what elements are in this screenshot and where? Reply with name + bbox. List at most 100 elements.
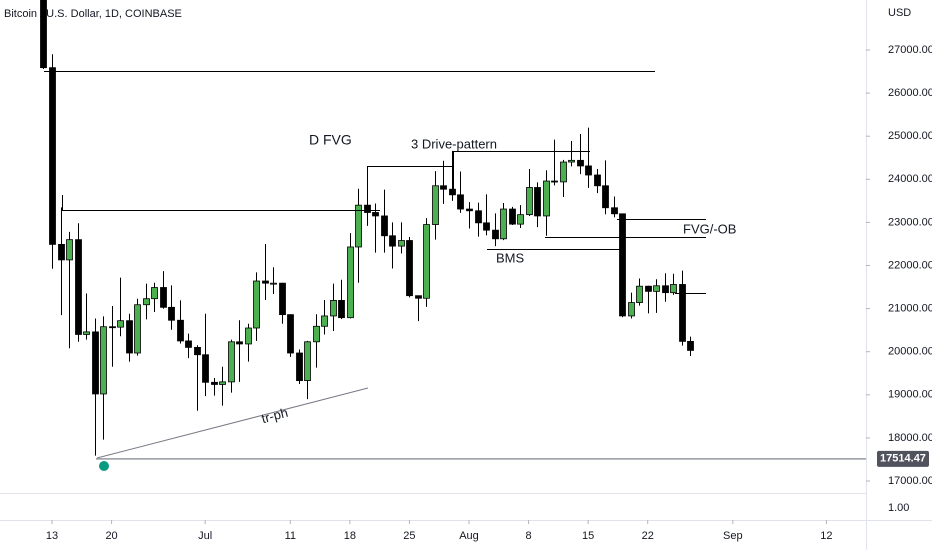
candle-body [245, 327, 252, 345]
drawings: D FVG 3 Drive-pattern BMS FVG/-OB tr-ph [44, 71, 736, 471]
chart-title: Bitcoin / U.S. Dollar, 1D, COINBASE [4, 8, 182, 20]
candle-body [594, 174, 601, 187]
candle-body [355, 204, 362, 248]
candle-body [500, 208, 507, 240]
candle-body [109, 326, 116, 329]
candle-body [440, 185, 447, 190]
candle-body [372, 212, 379, 217]
candle-body [585, 165, 592, 176]
price-label-box [877, 450, 929, 467]
y-tick-label: 17000.00 [888, 475, 932, 487]
candle-body [577, 159, 584, 167]
candle-body [40, 0, 47, 69]
candle-body [83, 331, 90, 335]
annotation: 3 Drive-pattern [411, 136, 497, 151]
candle-body [636, 285, 643, 303]
candle-body [219, 381, 226, 385]
candle-body [679, 284, 686, 342]
candle-body [551, 180, 558, 183]
y-tick-label: 18000.00 [888, 432, 932, 444]
annotation: BMS [496, 250, 525, 265]
x-tick-label: 13 [46, 530, 58, 542]
candle-body [117, 320, 124, 328]
x-tick-label: 11 [285, 530, 296, 542]
candle-body [270, 282, 277, 285]
x-tick-label: 15 [582, 530, 594, 542]
candle-body [449, 188, 456, 196]
candle-body [100, 326, 107, 395]
candle-body [423, 224, 430, 299]
candle-body [517, 214, 524, 225]
candle-body [432, 185, 439, 225]
event-marker[interactable] [99, 461, 109, 471]
candle-body [228, 341, 235, 383]
x-tick-label: 22 [642, 530, 654, 542]
y-tick-label: 26000.00 [888, 87, 932, 99]
y-tick-label: 19000.00 [888, 389, 932, 401]
candle-body [262, 280, 269, 284]
x-tick-label: Jul [198, 530, 212, 542]
candle-body [653, 285, 660, 292]
x-tick-label: 12 [820, 530, 832, 542]
candle-body [381, 215, 388, 237]
candle-body [568, 159, 575, 163]
candle-body [49, 67, 56, 245]
candle-body [151, 287, 158, 300]
candle-body [492, 229, 499, 240]
candle-body [534, 187, 541, 217]
annotation: FVG/-OB [683, 221, 736, 236]
candle-body [611, 207, 618, 215]
y-tick-label: 25000.00 [888, 130, 932, 142]
x-tick-label: Sep [723, 530, 743, 542]
candle-body [313, 325, 320, 343]
candle-body [177, 319, 184, 342]
y-tick-label: 21000.00 [888, 303, 932, 315]
candle-body [406, 240, 413, 297]
candle-body [134, 304, 141, 354]
candle-body [287, 314, 294, 354]
candle-body [58, 243, 65, 261]
candle-body [279, 282, 286, 316]
candle-body [602, 185, 609, 209]
candle-body [126, 320, 133, 354]
candle-body [75, 239, 82, 335]
candle-body [143, 298, 150, 306]
candles [40, 0, 694, 456]
y-tick-label: 24000.00 [888, 173, 932, 185]
x-tick-label: Aug [459, 530, 479, 542]
x-tick-label: 20 [105, 530, 117, 542]
candle-body [330, 300, 337, 317]
candle-body [475, 210, 482, 224]
candle-body [296, 352, 303, 381]
candle-body [628, 302, 635, 317]
candle-body [483, 222, 490, 231]
candle-body [543, 180, 550, 217]
candle-body [185, 340, 192, 348]
trend-line [96, 387, 369, 459]
candle-body [338, 300, 345, 319]
candle-body [687, 340, 694, 351]
price-label: 17514.47 [880, 453, 926, 465]
x-tick-label: 8 [526, 530, 532, 542]
candle-body [466, 208, 473, 212]
y-tick-label: 20000.00 [888, 346, 932, 358]
candle-body [253, 280, 260, 329]
candle-body [526, 187, 533, 216]
candle-body [236, 341, 243, 345]
candle-body [321, 315, 328, 327]
candle-body [347, 246, 354, 319]
candle-body [202, 354, 209, 383]
candle-body [194, 347, 201, 356]
x-tick-label: 25 [403, 530, 415, 542]
candle-body [560, 161, 567, 183]
candle-body [304, 341, 311, 381]
y-tick-label: 23000.00 [888, 216, 932, 228]
pane2-tick-label: 1.00 [888, 502, 909, 514]
candle-body [66, 239, 73, 261]
x-tick-label: 18 [344, 530, 356, 542]
candle-body [670, 284, 677, 294]
currency: USD [888, 7, 911, 19]
candle-body [160, 287, 167, 308]
annotation: D FVG [309, 132, 352, 148]
candle-body [398, 240, 405, 247]
